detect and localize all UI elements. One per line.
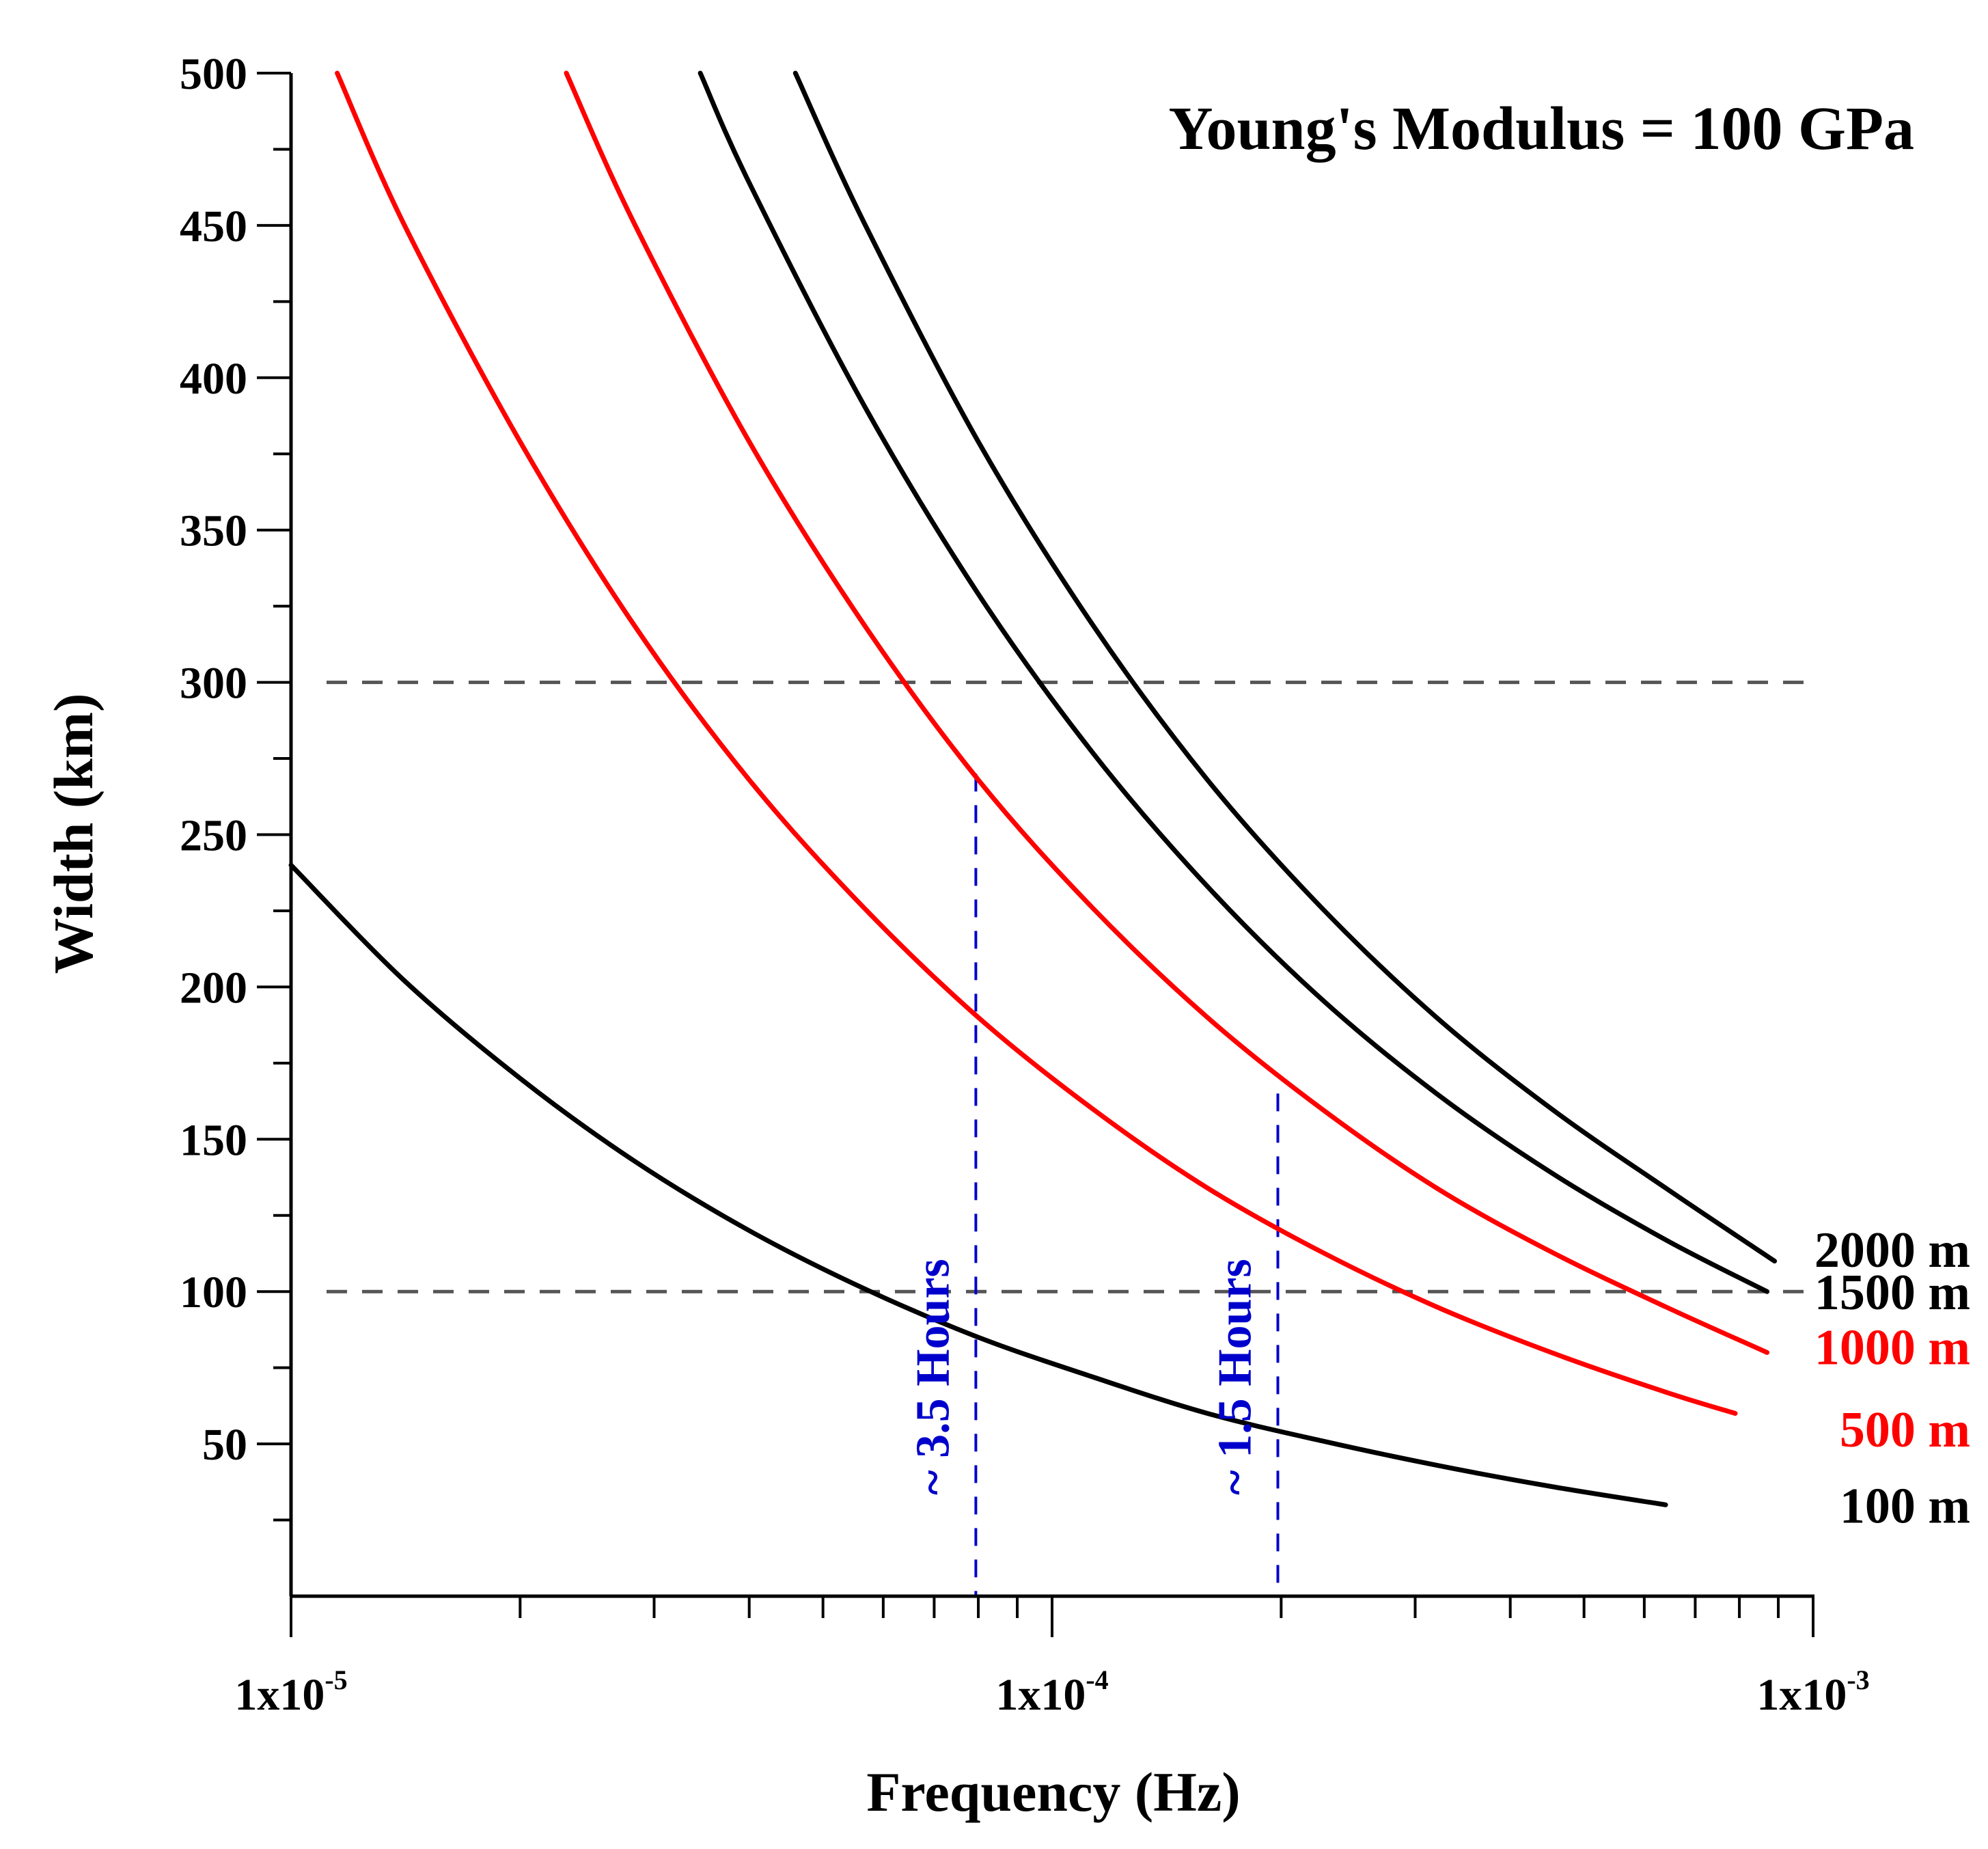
y-tick-label: 200 [180, 963, 247, 1013]
series-line-500-m [335, 70, 1738, 1416]
series-label-2000-m: 2000 m [1814, 1222, 1970, 1278]
series-line-100-m [288, 862, 1668, 1507]
series-label-100-m: 100 m [1840, 1478, 1970, 1534]
reference-lines [327, 681, 1813, 1596]
series-line-2000-m [792, 70, 1778, 1264]
series-label-1500-m: 1500 m [1814, 1265, 1970, 1321]
x-tick-base: 1x10 [995, 1670, 1086, 1720]
y-tick-label: 500 [180, 49, 247, 99]
y-tick-label: 400 [180, 354, 247, 404]
x-tick-base: 1x10 [234, 1670, 325, 1720]
x-tick-label: 1x10-4 [995, 1665, 1108, 1720]
series-lines [288, 70, 1778, 1507]
y-tick-label: 250 [180, 811, 247, 861]
x-tick-exponent: -4 [1086, 1665, 1108, 1695]
series-line-1000-m [564, 70, 1770, 1355]
y-tick-label: 450 [180, 202, 247, 251]
axes [289, 73, 1814, 1598]
y-axis-title: Width (km) [42, 694, 105, 974]
series-label-1000-m: 1000 m [1814, 1319, 1970, 1375]
x-tick-label: 1x10-5 [234, 1665, 347, 1720]
x-tick-label: 1x10-3 [1756, 1665, 1869, 1720]
reference-label-1-5-hours: ~ 1.5 Hours [1209, 1259, 1261, 1495]
y-tick-label: 300 [180, 659, 247, 709]
y-tick-label: 50 [202, 1420, 247, 1470]
x-tick-base: 1x10 [1756, 1670, 1847, 1720]
x-axis-title: Frequency (Hz) [866, 1761, 1240, 1823]
series-label-500-m: 500 m [1840, 1402, 1970, 1458]
y-tick-label: 150 [180, 1115, 247, 1165]
series-labels: ~ 3.5 Hours ~ 1.5 Hours 100 m 500 m 1000 m15… [907, 1222, 1970, 1534]
x-tick-exponent: -3 [1847, 1665, 1869, 1695]
y-tick-label: 100 [180, 1268, 247, 1317]
series-line-1500-m [698, 70, 1770, 1294]
x-tick-exponent: -5 [325, 1665, 347, 1695]
reference-label-3-5-hours: ~ 3.5 Hours [907, 1259, 959, 1495]
chart-title: Young's Modulus = 100 GPa [1168, 95, 1914, 163]
y-tick-label: 350 [180, 506, 247, 556]
